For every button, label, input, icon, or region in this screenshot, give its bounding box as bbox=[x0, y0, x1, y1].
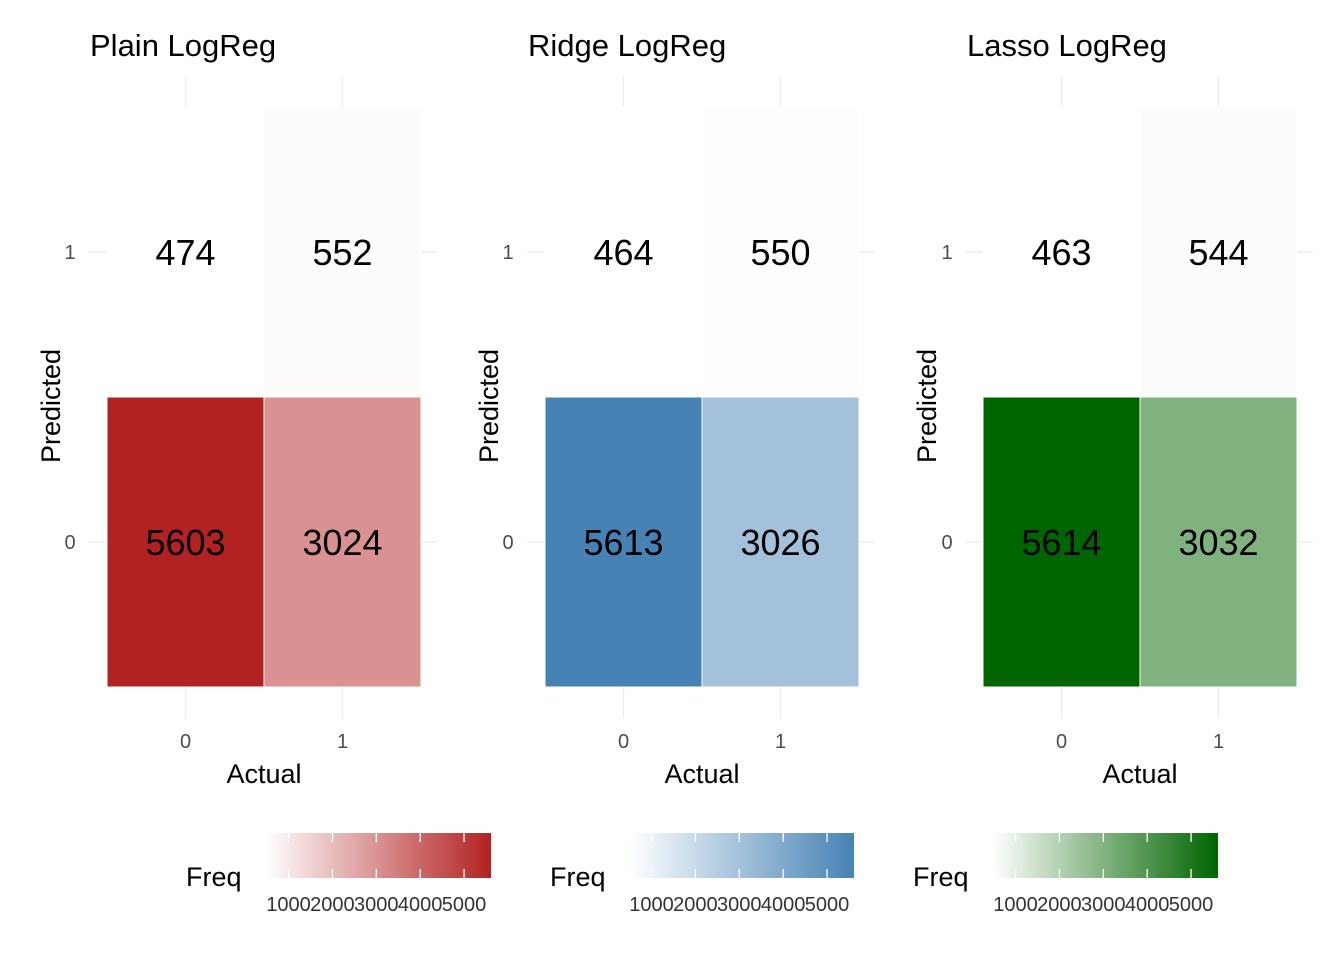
y-tick-label: 1 bbox=[64, 242, 75, 264]
y-tick-label: 0 bbox=[64, 532, 75, 554]
heatmap-cell bbox=[701, 396, 860, 688]
legend-title: Freq bbox=[550, 862, 606, 892]
legend-tick-label: 4000 bbox=[1125, 894, 1170, 916]
x-tick-label: 1 bbox=[337, 731, 348, 753]
heatmap-cell bbox=[982, 106, 1141, 398]
legend-tick-label: 5000 bbox=[442, 894, 487, 916]
heatmap-cell bbox=[106, 396, 265, 688]
heatmap-cell bbox=[106, 106, 265, 398]
y-tick-label: 1 bbox=[502, 242, 513, 264]
legend-tick-label: 3000 bbox=[717, 894, 762, 916]
panel-title: Plain LogReg bbox=[90, 28, 276, 63]
legend-tick-label: 1000 bbox=[266, 894, 311, 916]
cell-value-label: 5613 bbox=[583, 522, 663, 563]
legend-tick-label: 3000 bbox=[354, 894, 399, 916]
cell-value-label: 3026 bbox=[740, 522, 820, 563]
panel-title: Lasso LogReg bbox=[967, 28, 1167, 63]
heatmap-cell bbox=[701, 106, 860, 398]
y-tick-label: 1 bbox=[941, 242, 952, 264]
cell-value-label: 552 bbox=[312, 232, 372, 273]
legend-tick-label: 1000 bbox=[629, 894, 674, 916]
legend-tick-label: 2000 bbox=[673, 894, 718, 916]
heatmap-cell bbox=[1139, 106, 1298, 398]
legend-tick-label: 3000 bbox=[1081, 894, 1126, 916]
x-axis-title: Actual bbox=[664, 759, 739, 789]
panel-title: Ridge LogReg bbox=[528, 28, 726, 63]
y-tick-label: 0 bbox=[941, 532, 952, 554]
legend-tick-label: 5000 bbox=[805, 894, 850, 916]
cell-value-label: 550 bbox=[750, 232, 810, 273]
heatmap-cell bbox=[263, 106, 422, 398]
cell-value-label: 464 bbox=[593, 232, 653, 273]
heatmap-cell bbox=[1139, 396, 1298, 688]
legend-tick-label: 4000 bbox=[398, 894, 443, 916]
panel-2: 5613 3026 464 550 Ridge LogReg 0 1 0 1 Actual Pred… bbox=[474, 28, 875, 916]
y-axis-title: Predicted bbox=[474, 349, 504, 463]
cell-value-label: 463 bbox=[1031, 232, 1091, 273]
heatmap-cell bbox=[263, 396, 422, 688]
x-axis-title: Actual bbox=[226, 759, 301, 789]
legend-colorbar bbox=[992, 833, 1218, 878]
legend-colorbar bbox=[265, 833, 491, 878]
panel-3: 5614 3032 463 544 Lasso LogReg 0 1 0 1 Actual Pred… bbox=[912, 28, 1313, 916]
y-axis-title: Predicted bbox=[36, 349, 66, 463]
y-tick-label: 0 bbox=[502, 532, 513, 554]
legend-tick-label: 1000 bbox=[993, 894, 1038, 916]
y-axis-title: Predicted bbox=[912, 349, 942, 463]
cell-value-label: 474 bbox=[155, 232, 215, 273]
cell-value-label: 5603 bbox=[145, 522, 225, 563]
x-axis-title: Actual bbox=[1102, 759, 1177, 789]
legend-tick-label: 4000 bbox=[761, 894, 806, 916]
legend-title: Freq bbox=[913, 862, 969, 892]
legend-tick-label: 2000 bbox=[1037, 894, 1082, 916]
legend-colorbar bbox=[628, 833, 854, 878]
x-tick-label: 0 bbox=[618, 731, 629, 753]
cell-value-label: 3024 bbox=[302, 522, 382, 563]
x-tick-label: 1 bbox=[1213, 731, 1224, 753]
legend-title: Freq bbox=[186, 862, 242, 892]
heatmap-cell bbox=[544, 106, 703, 398]
cell-value-label: 5614 bbox=[1021, 522, 1101, 563]
legend-tick-label: 2000 bbox=[310, 894, 355, 916]
panel-1: 5603 3024 474 552 Plain LogReg 0 1 0 1 Actual Pred… bbox=[36, 28, 491, 916]
x-tick-label: 1 bbox=[775, 731, 786, 753]
legend-tick-label: 5000 bbox=[1169, 894, 1214, 916]
cell-value-label: 544 bbox=[1188, 232, 1248, 273]
x-tick-label: 0 bbox=[180, 731, 191, 753]
x-tick-label: 0 bbox=[1056, 731, 1067, 753]
cell-value-label: 3032 bbox=[1178, 522, 1258, 563]
